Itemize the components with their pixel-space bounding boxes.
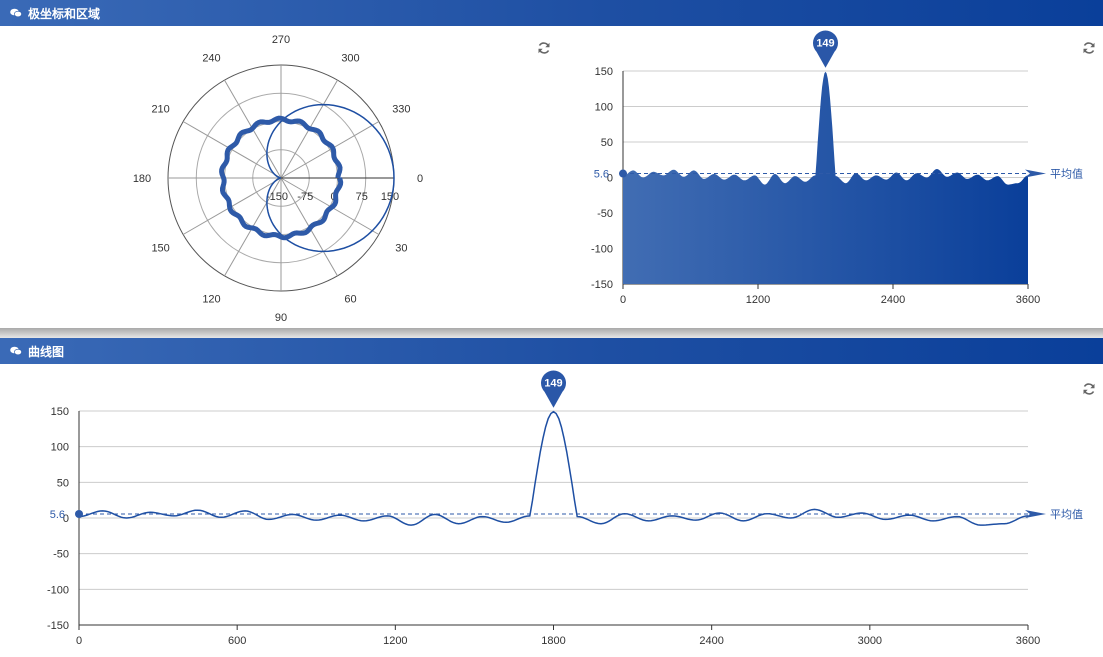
area-series <box>623 71 1028 284</box>
polar-angle-label: 240 <box>202 53 220 65</box>
average-value-label: 5.6 <box>594 169 609 181</box>
average-line-arrow <box>1025 169 1046 178</box>
y-tick-label: -150 <box>47 620 69 632</box>
polar-angle-label: 180 <box>133 173 151 185</box>
top-panel-body: 0 30 60 90 120 150 180 210 240 270 300 330 -150 -75 0 7… <box>0 26 1103 328</box>
max-marker-pin <box>813 30 838 68</box>
line-chart: 150 100 50 0 -50 -100 -150 0 600 1200 1800 2400 3000… <box>47 370 1083 647</box>
chat-bubbles-icon <box>10 8 22 18</box>
polar-spoke <box>182 177 282 235</box>
y-tick-label: 50 <box>601 137 613 149</box>
bottom-panel-header: 曲线图 <box>0 338 1103 364</box>
polar-angle-label: 90 <box>275 312 287 324</box>
refresh-icon[interactable] <box>537 41 551 55</box>
x-tick-label: 1200 <box>383 635 407 647</box>
y-tick-label: -50 <box>597 208 613 220</box>
polar-radius-label: 75 <box>356 191 368 203</box>
average-value-label: 5.6 <box>50 509 65 521</box>
average-line-start-dot <box>75 510 83 519</box>
polar-angle-label: 270 <box>272 34 290 46</box>
y-tick-label: 150 <box>595 66 613 78</box>
bottom-panel-title: 曲线图 <box>28 344 65 359</box>
y-tick-label: 100 <box>595 102 613 114</box>
polar-angle-label: 0 <box>417 173 423 185</box>
x-tick-label: 3600 <box>1016 635 1040 647</box>
y-tick-label: -150 <box>591 279 613 291</box>
polar-angle-label: 210 <box>151 104 169 116</box>
polar-series-ring <box>219 115 344 241</box>
x-tick-label: 0 <box>76 635 82 647</box>
max-marker-label: 149 <box>544 378 562 390</box>
polar-angle-label: 60 <box>344 293 356 305</box>
y-tick-label: 150 <box>51 406 69 418</box>
polar-angle-label: 330 <box>392 104 410 116</box>
average-line-label: 平均值 <box>1050 508 1083 521</box>
x-tick-label: 2400 <box>881 294 905 306</box>
y-tick-label: 0 <box>63 513 69 525</box>
top-panel-header: 极坐标和区域 <box>0 0 1103 26</box>
y-tick-label: -50 <box>53 549 69 561</box>
y-tick-label: 50 <box>57 477 69 489</box>
y-tick-label: 100 <box>51 442 69 454</box>
x-tick-label: 2400 <box>699 635 723 647</box>
x-tick-label: 3000 <box>858 635 882 647</box>
polar-angle-label: 120 <box>202 293 220 305</box>
y-tick-label: 0 <box>607 173 613 185</box>
y-tick-label: -100 <box>591 244 613 256</box>
polar-spoke <box>280 121 380 179</box>
refresh-icon[interactable] <box>1082 41 1096 55</box>
panel-separator <box>0 328 1103 338</box>
polar-radius-label: 150 <box>381 191 399 203</box>
refresh-icon[interactable] <box>1082 382 1096 396</box>
line-series <box>78 410 1029 526</box>
bottom-panel-body: 150 100 50 0 -50 -100 -150 0 600 1200 1800 2400 3000… <box>0 364 1103 657</box>
max-marker-pin <box>541 370 566 408</box>
area-chart: 150 100 50 0 -50 -100 -150 0 1200 2400 3600 5.6 平均值 1… <box>591 30 1083 306</box>
max-marker-label: 149 <box>816 38 834 50</box>
x-tick-label: 0 <box>620 294 626 306</box>
polar-angle-label: 300 <box>341 53 359 65</box>
x-tick-label: 1200 <box>746 294 770 306</box>
chat-bubbles-icon <box>10 346 22 356</box>
polar-angle-label: 150 <box>151 243 169 255</box>
polar-radius-label: -75 <box>297 191 313 203</box>
x-tick-label: 1800 <box>541 635 565 647</box>
x-tick-label: 600 <box>228 635 246 647</box>
x-tick-label: 3600 <box>1016 294 1040 306</box>
average-line-arrow <box>1025 510 1046 519</box>
polar-series-line <box>266 103 395 253</box>
top-panel-title: 极坐标和区域 <box>28 6 101 21</box>
polar-spoke <box>182 121 282 179</box>
y-tick-label: -100 <box>47 584 69 596</box>
polar-radius-label: -150 <box>266 191 288 203</box>
polar-angle-label: 30 <box>395 243 407 255</box>
average-line-start-dot <box>619 169 627 178</box>
average-line-label: 平均值 <box>1050 168 1083 181</box>
